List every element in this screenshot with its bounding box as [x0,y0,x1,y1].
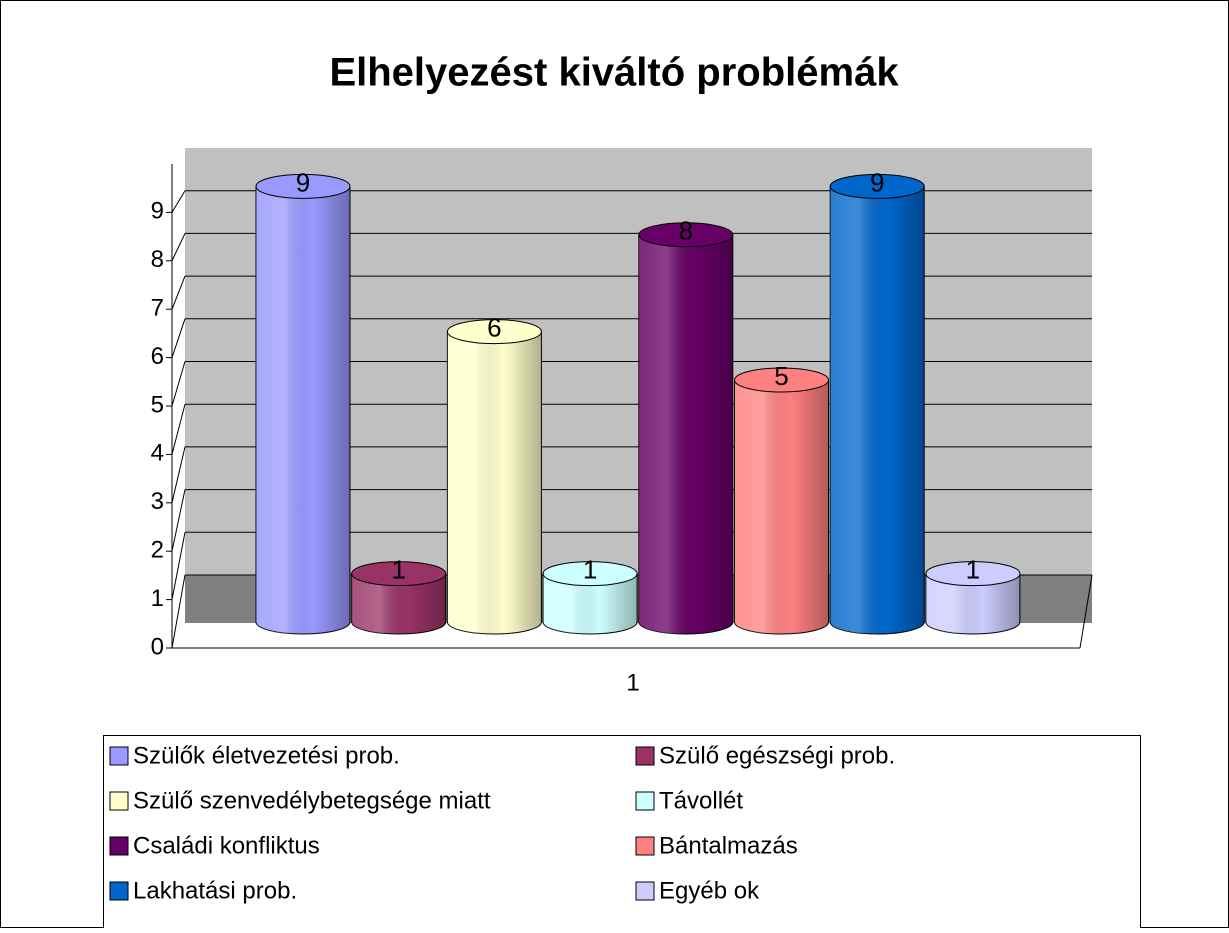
data-label: 9 [296,167,310,197]
legend-swatch [109,881,129,901]
legend-label: Szülő szenvedélybetegsége miatt [133,787,491,814]
chart-title: Elhelyezést kiváltó problémák [329,51,899,95]
bar-shade [256,186,350,634]
legend-swatch [109,746,129,766]
legend-swatch [635,881,655,901]
bar-top [446,319,542,345]
x-axis-end [1079,574,1093,649]
bar-shade [447,331,542,634]
legend-label: Családi konfliktus [133,832,320,859]
x-tick-label: 1 [626,669,639,696]
bar-shade [925,573,1020,634]
bar-shade [734,380,829,634]
bar-group: 1 [925,554,1021,635]
legend-swatch [635,836,655,856]
bar-group: 1 [542,554,638,635]
legend-label: Lakhatási prob. [133,877,297,904]
y-tick-label: 1 [151,585,164,612]
y-tick-label: 7 [151,295,164,322]
y-tick-label: 8 [151,246,164,273]
legend-box [103,735,1141,931]
grid-diagonal [171,318,186,358]
legend-label: Bántalmazás [659,832,798,859]
y-tick-label: 4 [151,440,164,467]
data-label: 6 [487,312,501,342]
bar-group: 9 [829,167,925,635]
bar-group: 9 [255,167,351,635]
grid-diagonal [171,404,186,455]
y-tick-label: 5 [151,391,164,418]
bar-top [925,561,1021,587]
bar-top [255,173,351,199]
bar-group: 8 [638,216,734,635]
grid-diagonal [171,233,186,262]
data-label: 9 [870,167,884,197]
bar-top [351,561,447,587]
grid-diagonal [171,489,186,552]
legend-label: Szülők életvezetési prob. [133,742,400,769]
grid-diagonal [171,190,186,213]
legend-swatch [635,746,655,766]
data-label: 5 [774,361,788,391]
bar-group: 6 [446,312,542,635]
bar-shade [830,186,925,634]
bar-top [734,367,829,393]
bar-shade [351,573,446,634]
y-tick-label: 3 [151,488,164,515]
y-tick-label: 6 [151,343,164,370]
legend-label: Egyéb ok [659,877,760,904]
grid-diagonal [171,532,186,600]
data-label: 1 [391,554,405,584]
legend-label: Szülő egészségi prob. [659,742,895,769]
grid-diagonal [171,446,186,503]
legend-label: Távollét [659,787,743,814]
grid-diagonal [171,275,186,310]
legend-swatch [109,791,129,811]
data-label: 1 [966,554,980,584]
bar-shade [638,234,733,635]
bar-top [542,561,638,587]
legend-swatch [635,791,655,811]
bar-top [638,222,734,248]
bar-group: 1 [351,554,447,635]
legend-swatch [109,836,129,856]
bar-top [829,173,925,199]
grid-diagonal [171,361,186,407]
data-label: 1 [583,554,597,584]
y-tick-label: 2 [151,537,164,564]
bar-shade [543,573,638,634]
bar-group: 5 [734,361,829,635]
data-label: 8 [679,216,693,246]
y-tick-label: 0 [151,633,164,660]
y-tick-label: 9 [151,198,164,225]
grid-diagonal [171,574,186,649]
